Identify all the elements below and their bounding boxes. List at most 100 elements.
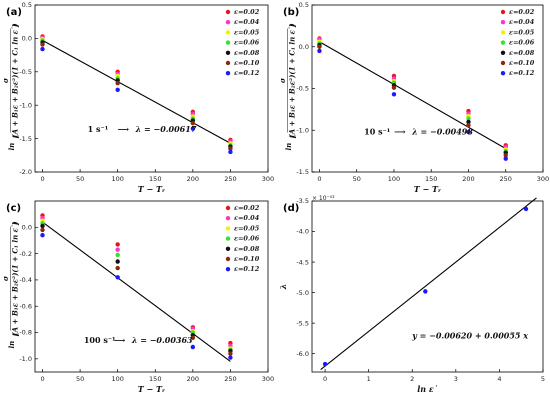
y-tick-label: -5.0 bbox=[296, 289, 309, 297]
legend-label-b-2: ε=0.05 bbox=[509, 28, 535, 36]
annotation-arrow-c: ⟶ bbox=[114, 335, 126, 345]
panel-d: (d) 0 1 2 3 4 5 -6.0 -5.5 -5.0 -4.5 -4.0 -3.5 ln ε˙ λ ×… bbox=[278, 195, 545, 394]
data-point-c-6-1 bbox=[115, 275, 120, 280]
legend-label-c-0: ε=0.02 bbox=[234, 204, 260, 212]
legend-marker-b-6 bbox=[500, 71, 506, 76]
x-tick-label: 250 bbox=[224, 375, 236, 383]
data-point-c-4-0 bbox=[40, 223, 45, 229]
y-tick-label: 0.0 bbox=[22, 35, 32, 43]
annotation-result-b: λ = −0.00498 bbox=[411, 126, 473, 136]
x-tick-label: 4 bbox=[497, 375, 501, 383]
y-tick-label: -2.0 bbox=[19, 168, 32, 176]
fit-line-c bbox=[42, 221, 231, 362]
legend-marker-a-0 bbox=[225, 9, 231, 15]
data-point-a-6-2 bbox=[190, 126, 196, 131]
y-axis-label-a: ln [σ (A + B₁ε + B₂ε²)(1 + C₁ ln ε˙)] bbox=[1, 23, 20, 150]
annotation-arrow-b: ⟶ bbox=[394, 126, 406, 136]
legend-label-c-5: ε=0.10 bbox=[234, 255, 260, 263]
y-label-numerator: σ bbox=[1, 77, 10, 83]
x-tick-label: 150 bbox=[149, 175, 161, 183]
data-point-a-5-0 bbox=[40, 42, 45, 47]
data-point-b-4-2 bbox=[466, 119, 471, 125]
x-tick-label: 50 bbox=[76, 375, 84, 383]
legend-label-b-1: ε=0.04 bbox=[509, 18, 535, 26]
fit-line-d bbox=[320, 197, 537, 370]
y-label-bracket: [ bbox=[11, 135, 20, 139]
data-point-a-5-1 bbox=[115, 80, 120, 86]
legend-marker-b-5 bbox=[500, 60, 506, 66]
annotation-result-a: λ = −0.00617 bbox=[135, 124, 197, 134]
x-tick-label: 150 bbox=[149, 375, 161, 383]
legend-marker-c-1 bbox=[225, 216, 231, 221]
data-point-c-4-1 bbox=[115, 259, 120, 264]
x-tick-label: 0 bbox=[323, 375, 327, 383]
x-tick-label: 0 bbox=[40, 375, 44, 383]
legend-marker-c-3 bbox=[225, 236, 231, 241]
y-tick-label: -1.0 bbox=[19, 355, 32, 363]
y-label-denominator: (A + B₁ε + B₂ε²)(1 + C₁ ln ε˙) bbox=[11, 23, 20, 137]
panel-b: (b) 0 50 100 150 200 250 300 -1.5 -1.0 -0.5 0.0 0.5 T… bbox=[278, 1, 549, 194]
y-tick-label: 0.0 bbox=[22, 224, 32, 232]
legend-marker-b-1 bbox=[500, 20, 506, 25]
data-point-d-1 bbox=[423, 289, 428, 294]
y-scale-label: × 10⁻⁰³ bbox=[312, 195, 335, 202]
legend-label-a-4: ε=0.08 bbox=[234, 49, 260, 57]
legend-label-b-4: ε=0.08 bbox=[509, 49, 535, 57]
y-tick-label: -4.5 bbox=[296, 258, 309, 266]
y-label-prefix: ln bbox=[284, 143, 293, 151]
annotation-rate-c: 100 s⁻¹ bbox=[84, 335, 116, 345]
panel-label-a: (a) bbox=[6, 7, 22, 18]
legend-marker-a-1 bbox=[225, 20, 231, 25]
y-tick-label: 0.5 bbox=[22, 1, 32, 9]
panel-label-d: (d) bbox=[283, 203, 299, 214]
x-tick-label: 100 bbox=[388, 175, 400, 183]
x-tick-label: 300 bbox=[537, 175, 549, 183]
legend-marker-a-3 bbox=[225, 40, 231, 45]
legend-marker-c-6 bbox=[225, 267, 231, 272]
data-point-c-6-0 bbox=[40, 233, 45, 238]
y-tick-label: -0.6 bbox=[19, 302, 32, 310]
legend-label-b-0: ε=0.02 bbox=[509, 8, 535, 16]
x-tick-label: 2 bbox=[410, 375, 414, 383]
x-tick-label: 300 bbox=[262, 175, 274, 183]
data-point-b-5-0 bbox=[317, 44, 322, 49]
x-tick-label: 50 bbox=[76, 175, 84, 183]
x-tick-label: 250 bbox=[500, 175, 512, 183]
legend-label-c-3: ε=0.06 bbox=[234, 235, 260, 243]
x-tick-label: 3 bbox=[454, 375, 458, 383]
fit-line-b bbox=[319, 41, 507, 150]
y-label-numerator: σ bbox=[1, 275, 10, 281]
annotation-result-d: y = −0.00620 + 0.00055 x bbox=[411, 330, 528, 340]
y-label-bracket: ] bbox=[11, 222, 20, 227]
legend-marker-c-4 bbox=[225, 246, 231, 251]
x-tick-label: 1 bbox=[367, 375, 371, 383]
data-point-c-3-1 bbox=[115, 252, 120, 258]
annotation-result-c: λ = −0.00363 bbox=[131, 335, 193, 345]
panel-c: (c) 0 50 100 150 200 250 300 -1.0 -0.8 -0.6 -0.4 -0.… bbox=[1, 200, 274, 394]
y-label-bracket: [ bbox=[288, 135, 297, 139]
y-label-bracket: ] bbox=[288, 24, 297, 29]
panel-label-b: (b) bbox=[283, 7, 299, 18]
x-axis-label-a: T − Tᵣ bbox=[138, 184, 166, 194]
y-label-prefix: ln bbox=[7, 341, 16, 349]
y-tick-label: -1.0 bbox=[296, 126, 309, 134]
x-axis-label-b: T − Tᵣ bbox=[414, 184, 442, 194]
data-point-a-6-3 bbox=[228, 149, 233, 155]
legend-label-a-3: ε=0.06 bbox=[234, 39, 260, 47]
legend-marker-a-6 bbox=[225, 71, 231, 76]
y-label-bracket: [ bbox=[11, 333, 20, 337]
data-point-b-6-1 bbox=[391, 92, 397, 97]
data-point-c-6-3 bbox=[228, 355, 233, 360]
annotation-arrow-a: ⟶ bbox=[118, 124, 130, 134]
legend-label-a-0: ε=0.02 bbox=[234, 8, 260, 16]
y-tick-label: -0.5 bbox=[296, 85, 309, 93]
legend-marker-b-2 bbox=[500, 30, 506, 35]
legend-label-a-5: ε=0.10 bbox=[234, 59, 260, 67]
legend-label-a-6: ε=0.12 bbox=[234, 69, 260, 77]
y-tick-label: 0.0 bbox=[299, 43, 309, 51]
plot-frame-a bbox=[34, 4, 269, 173]
data-point-b-6-0 bbox=[317, 48, 322, 54]
legend-label-b-5: ε=0.10 bbox=[509, 59, 535, 67]
data-point-a-5-2 bbox=[190, 121, 196, 126]
y-label-bracket: ] bbox=[11, 24, 20, 29]
